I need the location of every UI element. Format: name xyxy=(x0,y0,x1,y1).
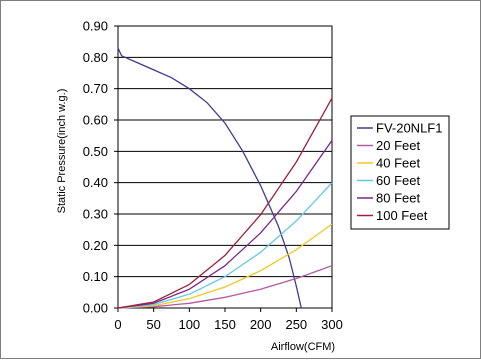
y-tick-label: 0.90 xyxy=(83,19,108,34)
y-tick-label: 0.80 xyxy=(83,50,108,65)
x-axis-title: Airflow(CFM) xyxy=(271,341,335,353)
legend-label: 20 Feet xyxy=(376,138,420,153)
series-line-80-feet xyxy=(117,140,333,309)
x-tick-label: 100 xyxy=(178,317,200,332)
series-line-100-feet xyxy=(117,97,333,309)
x-tick-label: 150 xyxy=(214,317,236,332)
legend-label: 40 Feet xyxy=(376,156,420,171)
series-line-40-feet xyxy=(117,223,333,309)
y-tick-label: 0.30 xyxy=(83,207,108,222)
plot-area xyxy=(117,25,333,309)
y-tick-label: 0.40 xyxy=(83,175,108,190)
y-tick-label: 0.50 xyxy=(83,144,108,159)
x-tick-label: 250 xyxy=(285,317,307,332)
legend-box xyxy=(350,115,450,230)
legend-label: 100 Feet xyxy=(376,208,428,223)
y-tick-label: 0.70 xyxy=(83,81,108,96)
series-line-60-feet xyxy=(117,182,333,309)
legend-label: 60 Feet xyxy=(376,173,420,188)
y-axis-title: Static Pressure(inch w.g.) xyxy=(56,89,68,214)
x-tick-label: 50 xyxy=(146,317,160,332)
series-line-fv-20nlf1 xyxy=(117,47,302,309)
y-tick-label: 0.20 xyxy=(83,238,108,253)
x-tick-label: 300 xyxy=(321,317,343,332)
y-tick-label: 0.00 xyxy=(83,301,108,316)
series-line-20-feet xyxy=(117,265,333,309)
y-tick-label: 0.60 xyxy=(83,113,108,128)
legend-label: FV-20NLF1 xyxy=(376,121,442,136)
y-tick-label: 0.10 xyxy=(83,269,108,284)
legend-label: 80 Feet xyxy=(376,191,420,206)
x-tick-label: 200 xyxy=(250,317,272,332)
x-tick-label: 0 xyxy=(114,317,121,332)
